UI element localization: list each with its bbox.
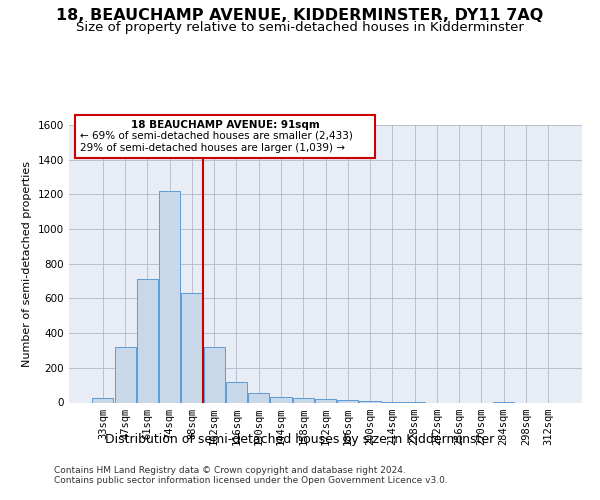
Y-axis label: Number of semi-detached properties: Number of semi-detached properties <box>22 161 32 367</box>
Text: 18, BEAUCHAMP AVENUE, KIDDERMINSTER, DY11 7AQ: 18, BEAUCHAMP AVENUE, KIDDERMINSTER, DY1… <box>56 8 544 22</box>
Bar <box>226 382 247 402</box>
Bar <box>359 401 380 402</box>
Text: Contains public sector information licensed under the Open Government Licence v3: Contains public sector information licen… <box>54 476 448 485</box>
Text: Size of property relative to semi-detached houses in Kidderminster: Size of property relative to semi-detach… <box>76 21 524 34</box>
Text: 29% of semi-detached houses are larger (1,039) →: 29% of semi-detached houses are larger (… <box>80 143 345 153</box>
Bar <box>315 399 336 402</box>
Bar <box>293 398 314 402</box>
Bar <box>271 398 292 402</box>
Text: 18 BEAUCHAMP AVENUE: 91sqm: 18 BEAUCHAMP AVENUE: 91sqm <box>131 120 319 130</box>
Text: Distribution of semi-detached houses by size in Kidderminster: Distribution of semi-detached houses by … <box>106 432 494 446</box>
Bar <box>248 393 269 402</box>
Bar <box>137 280 158 402</box>
Bar <box>159 191 180 402</box>
Bar <box>203 347 225 403</box>
Text: ← 69% of semi-detached houses are smaller (2,433): ← 69% of semi-detached houses are smalle… <box>80 131 353 141</box>
Bar <box>92 398 113 402</box>
Bar <box>115 347 136 403</box>
Bar <box>181 293 203 403</box>
Text: Contains HM Land Registry data © Crown copyright and database right 2024.: Contains HM Land Registry data © Crown c… <box>54 466 406 475</box>
Bar <box>337 400 358 402</box>
